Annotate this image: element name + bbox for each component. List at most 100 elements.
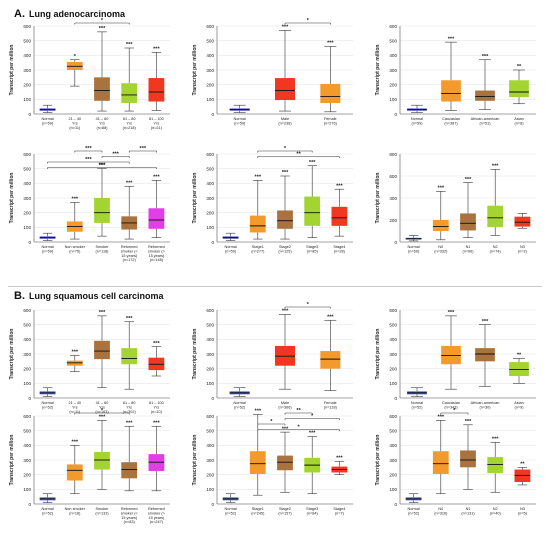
y-tick-label: 300 — [389, 352, 397, 357]
y-tick-label: 300 — [206, 196, 214, 201]
x-sample-size-label: (n=7) — [335, 511, 345, 515]
y-tick-label: 200 — [206, 210, 214, 215]
x-tick-label: African-american — [471, 401, 500, 405]
boxplot-panel: 0 100 200 300 400 500 600 Transcript per millio… — [183, 408, 359, 528]
x-tick-label: N0 — [438, 245, 443, 249]
significance-stars: *** — [492, 164, 499, 170]
x-sample-size-label: (n=163) — [95, 410, 109, 414]
y-tick-label: 200 — [389, 218, 397, 223]
bracket-label: *** — [85, 157, 92, 163]
x-tick-label: Stage2 — [279, 245, 291, 249]
x-tick-label: 61 – 80 — [123, 401, 136, 405]
y-tick-label: 0 — [211, 502, 214, 507]
x-tick-label: Normal — [411, 401, 423, 405]
significance-stars: *** — [126, 42, 133, 48]
y-tick-label: 500 — [23, 38, 31, 43]
boxplot-panel: 0 100 200 300 400 500 600 Transcript per millio… — [183, 302, 359, 422]
x-tick-label: 21 – 40 — [68, 401, 81, 405]
y-tick-label: 0 — [394, 502, 397, 507]
bracket-label: * — [270, 419, 273, 425]
box — [94, 198, 110, 223]
significance-stars: *** — [126, 420, 133, 426]
significance-stars: *** — [282, 25, 289, 31]
y-tick-label: 300 — [389, 68, 397, 73]
y-tick-label: 600 — [23, 414, 31, 419]
x-sample-size-label: (n=85) — [307, 249, 319, 253]
significance-stars: *** — [153, 420, 160, 426]
boxplot-svg: 0 100 200 300 400 500 600 Transcript per millio… — [9, 146, 170, 262]
x-sample-size-label: (n=88) — [96, 126, 108, 130]
box — [514, 216, 531, 227]
x-tick-label: 15 years) — [121, 516, 138, 520]
y-tick-label: 500 — [389, 322, 397, 327]
significance-stars: *** — [282, 170, 289, 176]
y-tick-label: 400 — [206, 53, 214, 58]
x-tick-label: Reformed — [121, 245, 138, 249]
x-tick-label: Normal — [41, 507, 53, 511]
y-tick-label: 300 — [206, 68, 214, 73]
y-tick-label: 100 — [206, 381, 214, 386]
x-sample-size-label: (n=245) — [251, 511, 265, 515]
significance-stars: *** — [327, 41, 334, 47]
x-sample-size-label: (n=387) — [444, 121, 458, 125]
x-sample-size-label: (n=133) — [95, 511, 109, 515]
x-sample-size-label: (n=84) — [307, 511, 319, 515]
significance-stars: ** — [517, 353, 522, 359]
x-sample-size-label: (n=125) — [278, 249, 292, 253]
y-tick-label: 400 — [23, 443, 31, 448]
significance-stars: *** — [482, 54, 489, 60]
significance-stars: * — [74, 54, 77, 60]
x-sample-size-label: (n=2) — [518, 249, 528, 253]
x-sample-size-label: (n=59) — [411, 121, 423, 125]
x-sample-size-label: (n=75) — [69, 249, 81, 253]
significance-stars: *** — [99, 310, 106, 316]
bracket-label: ** — [296, 408, 301, 414]
y-axis-label: Transcript per million — [9, 329, 15, 380]
bracket-label: * — [298, 425, 301, 431]
x-tick-label: Stage4 — [333, 245, 345, 249]
significance-stars: *** — [282, 309, 289, 315]
box — [277, 210, 293, 229]
x-sample-size-label: (n=59) — [42, 121, 54, 125]
box — [509, 80, 529, 98]
y-tick-label: 600 — [206, 24, 214, 29]
x-tick-label: Normal — [234, 117, 246, 121]
x-sample-size-label: (n=8) — [515, 121, 525, 125]
y-tick-label: 600 — [23, 24, 31, 29]
x-sample-size-label: (n=316) — [434, 511, 448, 515]
x-sample-size-label: (n=277) — [251, 249, 265, 253]
y-tick-label: 500 — [206, 166, 214, 171]
x-tick-label: Caucasian — [442, 117, 460, 121]
boxplot-svg: 0 100 200 300 400 500 600 Transcript per millio… — [192, 302, 353, 409]
x-tick-label: Yrs — [72, 405, 78, 409]
y-axis-label: Transcript per million — [375, 329, 381, 380]
boxplot-svg: 0 100 200 300 400 500 600 Transcript per millio… — [375, 408, 536, 515]
boxplot-panel: 0 100 200 300 400 500 600 Transcript per millio… — [0, 408, 176, 528]
x-tick-label: 41 – 60 — [96, 401, 109, 405]
x-sample-size-label: (n=218) — [123, 126, 137, 130]
boxplot-svg: 0 100 200 300 400 500 600 Transcript per millio… — [9, 308, 170, 414]
section-b-title: Lung squamous cell carcinoma — [29, 291, 164, 301]
y-tick-label: 200 — [389, 82, 397, 87]
x-sample-size-label: (n=28) — [334, 249, 346, 253]
x-tick-label: Normal — [234, 401, 246, 405]
x-tick-label: N1 — [466, 245, 471, 249]
box — [94, 451, 110, 470]
significance-stars: *** — [126, 316, 133, 322]
x-sample-size-label: (n=247) — [150, 520, 164, 524]
y-tick-label: 0 — [394, 240, 397, 245]
x-sample-size-label: (n=52) — [234, 405, 246, 409]
y-tick-label: 400 — [206, 443, 214, 448]
x-tick-label: N1 — [466, 507, 471, 511]
y-tick-label: 600 — [23, 152, 31, 157]
x-tick-label: smoker (< — [121, 249, 139, 253]
bracket-label: * — [284, 146, 287, 152]
y-tick-label: 0 — [394, 396, 397, 401]
boxplot-svg: 0 100 200 300 400 500 600 Transcript per millio… — [192, 408, 353, 515]
box — [460, 450, 476, 468]
bracket-label: *** — [85, 146, 92, 152]
x-tick-label: Yrs — [154, 121, 160, 125]
box — [304, 196, 321, 226]
significance-stars: *** — [72, 350, 79, 356]
x-tick-label: Stage4 — [333, 507, 345, 511]
